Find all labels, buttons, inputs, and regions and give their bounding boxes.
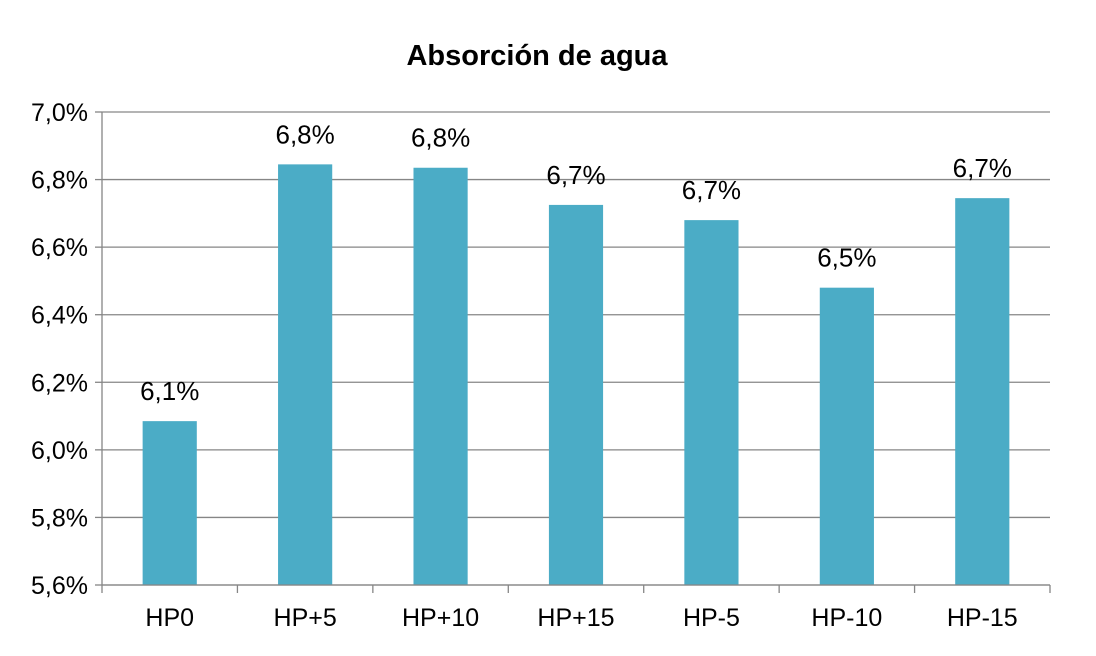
y-tick-label: 7,0%	[31, 99, 88, 127]
y-tick-label: 5,6%	[31, 572, 88, 600]
bar	[548, 204, 604, 586]
bar	[684, 220, 739, 585]
data-labels: 6,1% 6,8% 6,8% 6,7% 6,7% 6,5% 6,7%	[140, 119, 1012, 406]
bar	[819, 287, 874, 585]
y-tick-label: 6,4%	[31, 302, 88, 330]
data-label: 6,5%	[817, 243, 876, 273]
bar	[278, 164, 333, 585]
data-label: 6,8%	[276, 119, 335, 149]
y-axis-ticks: 5,6% 5,8% 6,0% 6,2% 6,4% 6,6% 6,8% 7,0%	[31, 99, 102, 600]
data-label: 6,7%	[953, 153, 1012, 183]
data-label: 6,7%	[546, 160, 605, 190]
y-tick-label: 6,8%	[31, 167, 88, 195]
y-tick-label: 6,2%	[31, 369, 88, 397]
bar	[955, 198, 1010, 585]
y-tick-label: 5,8%	[31, 504, 88, 532]
chart-title: Absorción de agua	[406, 40, 668, 72]
data-label: 6,1%	[140, 376, 199, 406]
x-tick-label: HP+5	[274, 604, 337, 632]
y-tick-label: 6,6%	[31, 234, 88, 262]
data-label: 6,7%	[682, 175, 741, 205]
y-tick-label: 6,0%	[31, 437, 88, 465]
bar	[413, 167, 468, 585]
x-tick-label: HP+15	[537, 604, 614, 632]
bars	[142, 164, 1010, 586]
bar	[142, 421, 197, 585]
x-tick-label: HP+10	[402, 604, 479, 632]
data-label: 6,8%	[411, 123, 470, 153]
x-axis: HP0 HP+5 HP+10 HP+15 HP-5 HP-10 HP-15	[101, 112, 1051, 632]
x-tick-label: HP-15	[947, 604, 1018, 632]
x-tick-label: HP-5	[683, 604, 740, 632]
x-tick-label: HP0	[145, 604, 194, 632]
x-tick-label: HP-10	[811, 604, 882, 632]
